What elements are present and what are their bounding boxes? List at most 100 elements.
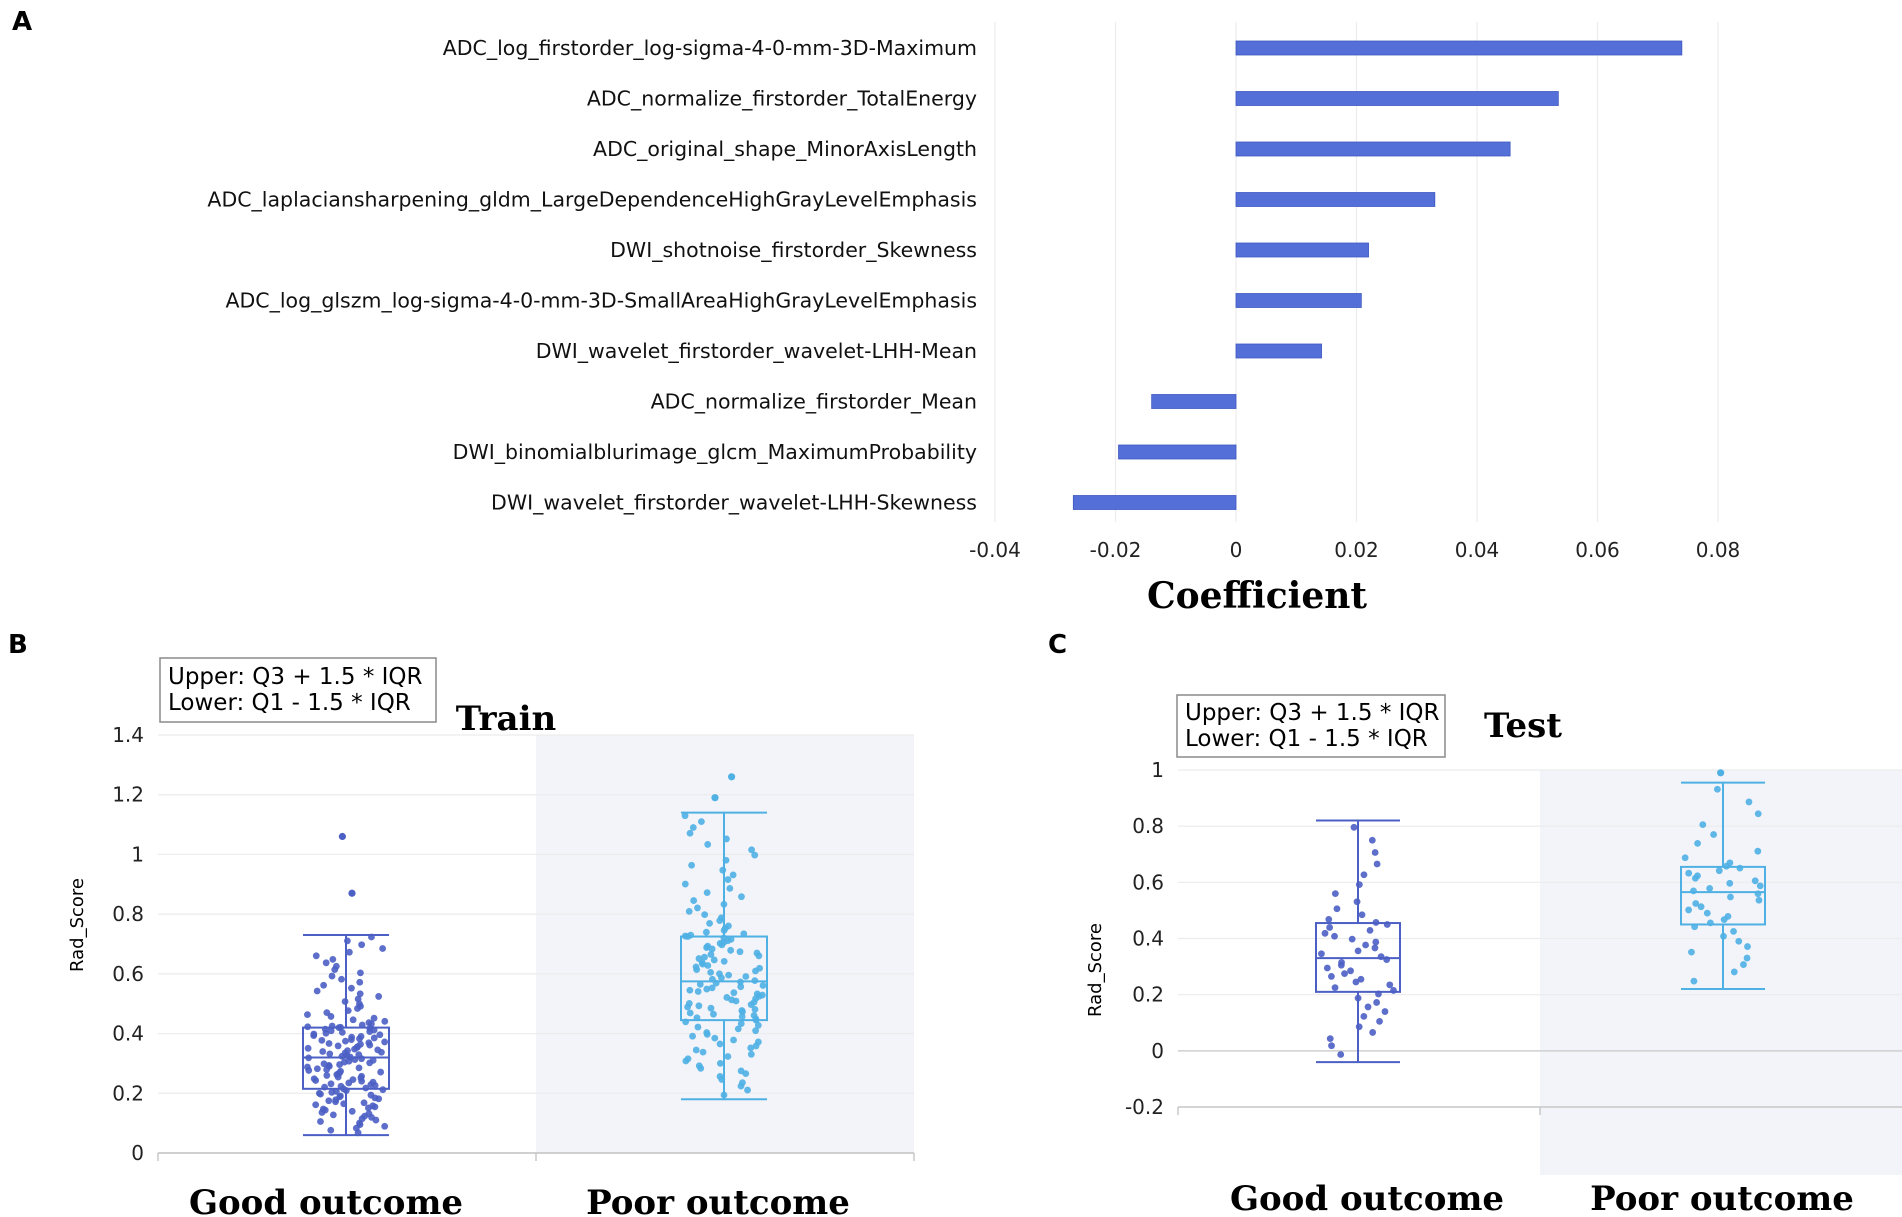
panel-b-data-point [754,1038,762,1046]
panel-c-data-point [1355,1023,1363,1031]
panel-b-data-point [739,1079,746,1087]
panel-b-data-point [740,930,748,938]
panel-b-data-point [751,1005,759,1013]
panel-b-legend-box [159,657,437,723]
panel-b-data-point [345,948,353,956]
panel-c-data-point [1348,935,1356,943]
panel-b-data-point [744,1086,751,1094]
panel-b-xlabel-poor: Poor outcome [586,1183,850,1217]
panel-b-data-point [716,1040,724,1048]
panel-c-data-point [1362,941,1369,949]
panel-a-feature-label: DWI_wavelet_firstorder_wavelet-LHH-Skewn… [491,491,977,516]
panel-c-data-point [1726,859,1734,867]
panel-c-legend-upper: Upper: Q3 + 1.5 * IQR [1185,700,1440,726]
panel-b-data-point [377,1068,385,1076]
panel-b-data-point [696,980,704,988]
panel-b-data-point [752,1027,760,1035]
panel-a-feature-label: ADC_log_firstorder_log-sigma-4-0-mm-3D-M… [443,36,977,61]
panel-b-data-point [692,963,700,971]
panel-b-data-point [747,1050,755,1058]
panel-b-data-point [694,904,701,912]
panel-c-data-point [1386,981,1394,989]
panel-b-data-point [695,1062,703,1070]
panel-b-data-point [747,1044,755,1052]
panel-a-feature-label: DWI_shotnoise_firstorder_Skewness [610,238,977,263]
panel-b-data-point [313,987,321,995]
panel-c-data-point [1755,896,1763,904]
panel-b-data-point [357,969,364,977]
panel-c-data-point [1338,958,1345,966]
panel-b-legend-upper: Upper: Q3 + 1.5 * IQR [168,664,423,690]
panel-b-data-point [379,945,387,952]
panel-b-data-point [329,955,337,963]
panel-b-data-point [710,956,718,964]
panel-c-data-point [1325,915,1333,923]
panel-c-data-point [1756,882,1764,890]
panel-b-data-point [312,952,320,960]
panel-c-data-point [1373,860,1381,868]
panel-b-letter: B [8,630,28,660]
panel-b-data-point [367,1091,375,1099]
panel-b-data-point [754,1021,762,1029]
panel-a-xtick-label: 0.04 [1455,538,1500,562]
panel-b-data-point [759,982,767,989]
panel-b-data-point [326,1050,334,1058]
panel-c-data-point [1685,906,1693,914]
panel-c-data-point [1694,872,1701,880]
panel-c-shaded-band [1540,770,1902,1175]
panel-c-data-point [1692,900,1700,907]
panel-b-data-point [737,1020,745,1027]
panel-b-data-point [320,981,328,989]
panel-c-data-point [1369,1029,1377,1036]
panel-b-data-point [323,1009,331,1017]
panel-b-data-point [751,851,759,859]
panel-b-data-point [357,1032,365,1040]
panel-c-data-point [1372,938,1380,946]
panel-b-data-point [750,1011,758,1019]
panel-b-data-point [325,1040,333,1047]
panel-a-bar [1151,394,1237,409]
panel-b-ytick-label: 1.4 [112,723,144,747]
panel-c-xlabel-poor: Poor outcome [1590,1179,1854,1217]
panel-b-data-point [723,994,731,1001]
panel-c-data-point [1754,810,1762,818]
panel-b-data-point [681,812,689,820]
panel-a-xtick-label: 0.08 [1696,538,1741,562]
panel-c-data-point [1694,840,1701,847]
panel-b-data-point [365,1039,373,1047]
panel-b-data-point [325,1097,333,1105]
panel-b-outlier-point [711,794,719,802]
panel-b-data-point [356,990,364,998]
panel-c-data-point [1736,864,1744,872]
panel-a-coefficient-chart: A ADC_log_firstorder_log-sigma-4-0-mm-3D… [12,7,1740,617]
panel-b-data-point [375,993,383,1000]
panel-c-ytick-label: 0 [1151,1039,1164,1063]
panel-c-data-point [1730,928,1737,935]
panel-b-data-point [695,955,703,962]
panel-a-xtick-label: 0 [1230,538,1243,562]
panel-b-ytick-label: 0.6 [112,962,144,986]
panel-a-feature-label: DWI_binomialblurimage_glcm_MaximumProbab… [453,440,977,465]
panel-c-ytick-label: 1 [1151,758,1164,782]
panel-b-box [680,935,768,1022]
panel-c-data-point [1371,944,1379,952]
panel-b-data-point [684,1055,692,1063]
panel-b-data-point [703,985,711,993]
panel-b-ytick-label: 0.4 [112,1022,144,1046]
panel-b-data-point [376,1031,384,1039]
panel-c-data-point [1754,847,1762,855]
panel-a-xtick-label: 0.06 [1575,538,1620,562]
panel-b-data-point [738,1007,746,1014]
panel-b-data-point [365,1019,373,1027]
panel-a-bar [1235,91,1559,106]
panel-b-data-point [310,1075,318,1083]
panel-b-data-point [711,1034,719,1042]
panel-b-data-point [369,1056,377,1064]
panel-c-data-point [1352,978,1360,986]
panel-b-data-point [736,948,744,956]
panel-b-data-point [319,1105,327,1113]
panel-b-data-point [719,866,727,874]
panel-b-data-point [312,1101,320,1109]
panel-b-data-point [742,973,750,980]
